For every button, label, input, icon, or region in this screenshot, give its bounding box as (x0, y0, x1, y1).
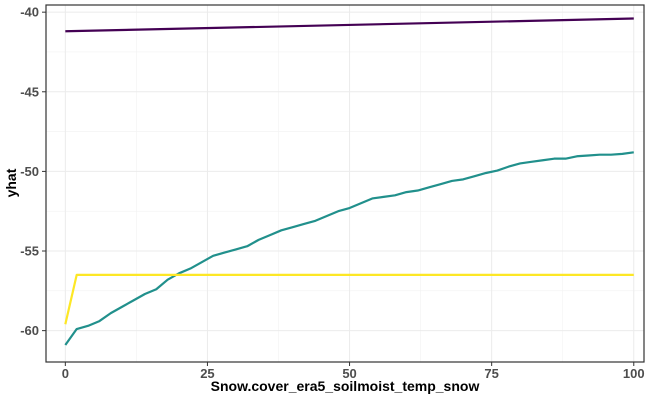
minor-gridlines (46, 5, 644, 362)
x-tick-label: 75 (484, 366, 498, 381)
y-tick-label: -40 (20, 5, 39, 20)
y-tick-label: -50 (20, 164, 39, 179)
x-tick-label: 50 (342, 366, 356, 381)
series-line (64, 151, 634, 346)
x-tick-label: 0 (62, 366, 69, 381)
series-line (65, 17, 634, 33)
x-tick-label: 25 (200, 366, 214, 381)
y-tick-label: -60 (20, 323, 39, 338)
series-line (64, 273, 634, 325)
y-tick-label: -45 (20, 84, 39, 99)
y-tick-label: -55 (20, 244, 39, 259)
panel-border (45, 4, 645, 363)
axis-ticks: 0 25 50 75 100 -60 -55 -50 -45 -40 (20, 5, 644, 381)
major-gridlines (46, 5, 644, 362)
x-tick-label: 100 (623, 366, 645, 381)
panel-background (46, 5, 644, 362)
y-axis-title: yhat (3, 168, 19, 197)
series-lines (64, 17, 634, 346)
x-axis-title: Snow.cover_era5_soilmoist_temp_snow (211, 378, 480, 394)
